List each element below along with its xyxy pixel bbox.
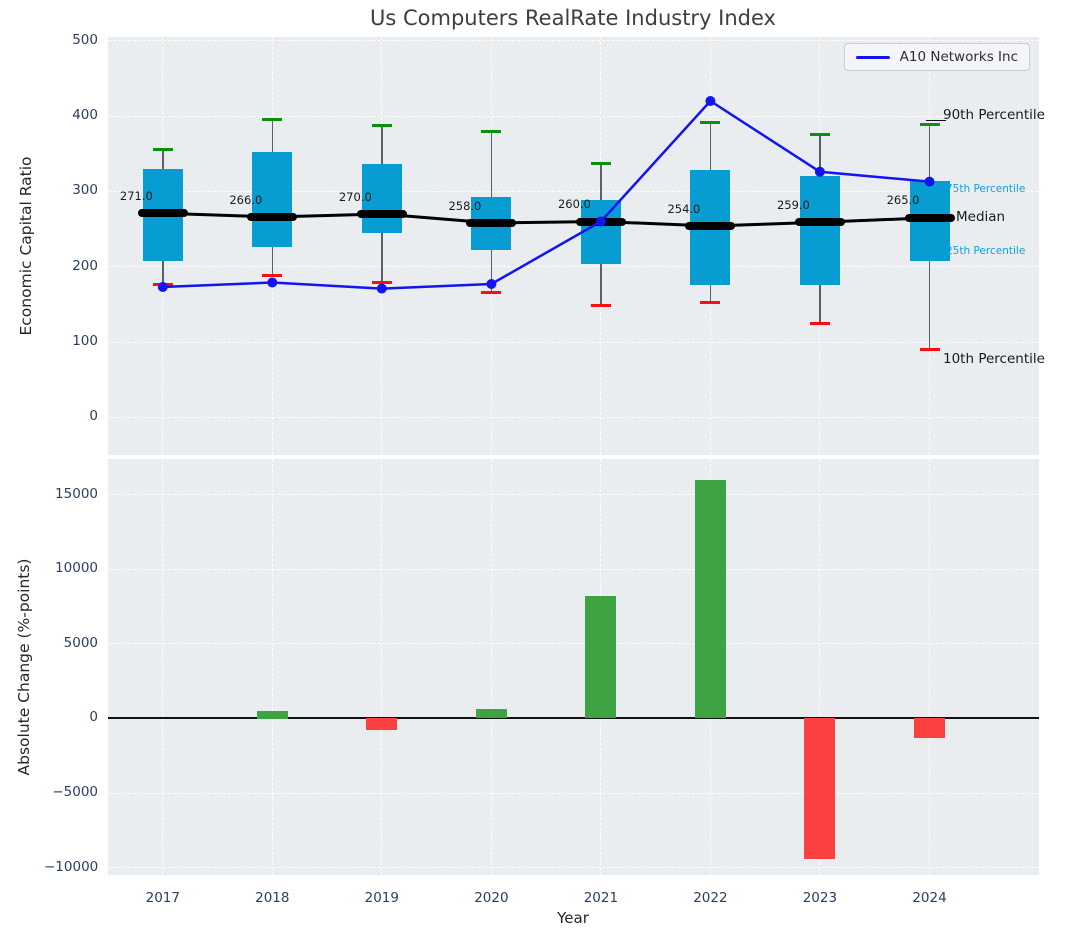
- gridline-vertical: [819, 459, 821, 875]
- legend: A10 Networks Inc: [843, 43, 1030, 71]
- x-tick-label-2023: 2023: [802, 890, 838, 906]
- gridline-horizontal: [108, 568, 1039, 570]
- gridline-vertical: [490, 459, 492, 875]
- cap-90th-percentile-2019: [371, 123, 392, 127]
- cap-90th-percentile-2018: [262, 117, 283, 121]
- median-value-label-2018: 266.0: [229, 192, 263, 207]
- y-tick-label--10000: −10000: [44, 858, 99, 875]
- zero-baseline: [108, 717, 1039, 720]
- median-value-label-2022: 254.0: [667, 201, 701, 216]
- cap-90th-percentile-2023: [809, 132, 830, 136]
- y-tick-label-0: 0: [89, 408, 98, 425]
- y-axis-label-bottom: Absolute Change (%-points): [15, 558, 33, 776]
- median-value-label-2023: 259.0: [776, 197, 810, 212]
- change-bar-2018: [256, 711, 288, 719]
- gridline-horizontal: [108, 867, 1039, 868]
- cap-10th-percentile-2024: [919, 348, 940, 352]
- y-tick-label-200: 200: [72, 257, 98, 274]
- median-value-label-2021: 260.0: [557, 197, 591, 211]
- cap-90th-percentile-2017: [152, 147, 173, 151]
- top-panel-axes: A10 Networks Inc 90th Percentile 75th Pe…: [72, 32, 1045, 455]
- cap-10th-percentile-2017: [152, 283, 173, 287]
- median-value-label-2019: 270.0: [338, 189, 372, 204]
- y-tick-label-5000: 5000: [63, 634, 98, 651]
- change-bar-2020: [475, 708, 507, 719]
- gridline-horizontal: [108, 416, 1039, 418]
- cap-90th-percentile-2021: [590, 162, 611, 165]
- cap-10th-percentile-2018: [262, 274, 283, 278]
- bottom-panel-axes: Year 15000 10000 5000 0 −5000 −10000 2017 2018 2…: [44, 459, 1039, 927]
- gridline-horizontal: [108, 266, 1039, 268]
- x-tick-label-2021: 2021: [583, 890, 619, 906]
- annotation-75th-percentile: 75th Percentile: [946, 182, 1026, 195]
- gridline-horizontal: [108, 40, 1039, 42]
- x-tick-label-2022: 2022: [693, 890, 728, 906]
- annotation-90th-percentile: 90th Percentile: [943, 107, 1045, 124]
- median-value-label-2017: 271.0: [119, 188, 153, 203]
- change-bar-2022: [694, 479, 726, 719]
- y-tick-label-15000: 15000: [55, 485, 98, 502]
- x-tick-label-2018: 2018: [255, 890, 290, 906]
- x-tick-label-2020: 2020: [474, 890, 509, 906]
- annotation-connector-line: [926, 120, 946, 122]
- median-marker-2019: [356, 210, 407, 218]
- x-tick-label-2019: 2019: [364, 890, 399, 906]
- chart-title: Us Computers RealRate Industry Index: [370, 6, 776, 30]
- cap-10th-percentile-2023: [809, 321, 830, 325]
- cap-10th-percentile-2021: [590, 303, 611, 307]
- legend-label: A10 Networks Inc: [899, 49, 1018, 65]
- cap-90th-percentile-2020: [481, 129, 502, 133]
- change-bar-2021: [585, 596, 617, 719]
- median-marker-2021: [575, 217, 626, 226]
- annotation-10th-percentile: 10th Percentile: [943, 351, 1045, 368]
- y-tick-label--5000: −5000: [52, 784, 98, 800]
- y-tick-label-0: 0: [89, 709, 98, 726]
- median-value-label-2024: 265.0: [886, 193, 920, 208]
- cap-90th-percentile-2024: [919, 122, 940, 126]
- y-tick-label-300: 300: [72, 182, 98, 199]
- median-marker-2023: [794, 218, 845, 227]
- gridline-horizontal: [108, 115, 1039, 117]
- cap-10th-percentile-2020: [481, 290, 502, 294]
- y-tick-label-10000: 10000: [55, 560, 98, 577]
- y-tick-label-400: 400: [72, 107, 98, 124]
- x-tick-label-2024: 2024: [912, 890, 947, 906]
- y-tick-label-100: 100: [72, 333, 98, 349]
- change-bar-2023: [804, 718, 836, 859]
- gridline-vertical: [929, 459, 930, 875]
- cap-10th-percentile-2022: [700, 300, 721, 304]
- annotation-median: Median: [956, 209, 1006, 226]
- gridline-vertical: [162, 459, 164, 875]
- gridline-horizontal: [108, 494, 1039, 496]
- x-tick-label-2017: 2017: [145, 890, 180, 906]
- change-bar-2019: [366, 718, 398, 730]
- gridline-vertical: [381, 459, 383, 875]
- change-bar-2024: [914, 718, 945, 738]
- company-line-svg: [157, 96, 935, 294]
- median-marker-2017: [137, 209, 188, 218]
- cap-10th-percentile-2019: [371, 281, 392, 284]
- median-value-label-2020: 258.0: [448, 198, 482, 213]
- legend-line-sample: [855, 55, 890, 59]
- median-marker-2022: [685, 222, 736, 230]
- gridline-vertical: [271, 459, 273, 875]
- median-line-svg: [162, 211, 930, 228]
- gridline-horizontal: [108, 643, 1039, 645]
- gridline-horizontal: [108, 341, 1039, 343]
- iqr-box-2023: [799, 176, 840, 286]
- median-marker-2024: [904, 213, 955, 222]
- cap-90th-percentile-2022: [700, 120, 721, 124]
- x-axis-label: Year: [557, 909, 589, 927]
- gridline-horizontal: [108, 792, 1039, 794]
- y-tick-label-500: 500: [72, 31, 98, 48]
- annotation-25th-percentile: 25th Percentile: [946, 245, 1026, 258]
- median-marker-2018: [247, 213, 298, 221]
- median-marker-2020: [466, 219, 517, 227]
- y-axis-label-top: Economic Capital Ratio: [17, 156, 35, 336]
